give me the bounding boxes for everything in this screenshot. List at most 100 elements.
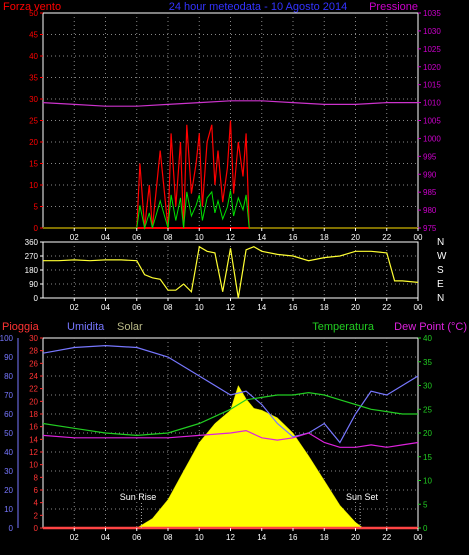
- rain-axis-label: 14: [29, 435, 38, 444]
- wind-axis-label: 30: [29, 95, 38, 104]
- top-xtick-label: 00: [414, 233, 423, 242]
- humidity-line: [42, 344, 419, 444]
- pressure-title: Pressione: [369, 1, 418, 13]
- mid-xtick-label: 02: [70, 303, 79, 312]
- compass-letter: N: [437, 293, 444, 304]
- pressure-axis-label: 1025: [423, 45, 441, 54]
- humidity-axis-label: 30: [4, 467, 13, 476]
- direction-axis-label: 180: [25, 266, 39, 275]
- rain-axis-label: 26: [29, 359, 38, 368]
- wind-axis-label: 25: [29, 117, 38, 126]
- rain-axis-label: 4: [34, 499, 39, 508]
- temp-axis-label: 5: [423, 500, 428, 509]
- pressure-axis-label: 1010: [423, 99, 441, 108]
- mid-xtick-label: 10: [195, 303, 204, 312]
- rain-axis-label: 0: [34, 524, 39, 533]
- mid-xtick-label: 16: [289, 303, 298, 312]
- wind-axis-label: 15: [29, 160, 38, 169]
- pressure-axis-label: 975: [423, 224, 437, 233]
- top-xtick-label: 18: [320, 233, 329, 242]
- mid-xtick-label: 20: [351, 303, 360, 312]
- wind-axis-label: 45: [29, 31, 38, 40]
- rain-axis-label: 22: [29, 385, 38, 394]
- mid-xtick-label: 08: [164, 303, 173, 312]
- humidity-axis-label: 20: [4, 486, 13, 495]
- pressure-axis-label: 980: [423, 206, 437, 215]
- top-xtick-label: 02: [70, 233, 79, 242]
- bottom-xtick-label: 10: [195, 533, 204, 542]
- humidity-axis-label: 90: [4, 353, 13, 362]
- compass-letter: W: [437, 251, 447, 262]
- top-xtick-label: 20: [351, 233, 360, 242]
- wind-axis-label: 40: [29, 52, 38, 61]
- solar-area: [43, 384, 418, 529]
- top-xtick-label: 08: [164, 233, 173, 242]
- humidity-axis-label: 70: [4, 391, 13, 400]
- wind-axis-label: 50: [29, 9, 38, 18]
- rain-axis-label: 12: [29, 448, 38, 457]
- wind-axis-label: 10: [29, 181, 38, 190]
- bottom-xtick-label: 02: [70, 533, 79, 542]
- wind-axis-label: 5: [34, 203, 39, 212]
- mid-xtick-label: 22: [382, 303, 391, 312]
- mid-xtick-label: 14: [257, 303, 266, 312]
- wind-axis-label: 20: [29, 138, 38, 147]
- rain-axis-label: 2: [34, 511, 39, 520]
- sunrise-label: Sun Rise: [120, 492, 157, 502]
- mid-xtick-label: 06: [132, 303, 141, 312]
- compass-letter: S: [437, 265, 444, 276]
- rain-axis-label: 28: [29, 347, 38, 356]
- rain-label: Pioggia: [2, 321, 40, 333]
- top-xtick-label: 10: [195, 233, 204, 242]
- bottom-xtick-label: 18: [320, 533, 329, 542]
- direction-axis-label: 90: [29, 280, 38, 289]
- top-xtick-label: 14: [257, 233, 266, 242]
- pressure-axis-label: 990: [423, 170, 437, 179]
- temp-axis-label: 0: [423, 524, 428, 533]
- mid-xtick-label: 04: [101, 303, 110, 312]
- dewpoint-label: Dew Point (°C): [394, 321, 467, 333]
- rain-axis-label: 30: [29, 334, 38, 343]
- bottom-xtick-label: 12: [226, 533, 235, 542]
- bottom-xtick-label: 08: [164, 533, 173, 542]
- solar-label: Solar: [117, 321, 143, 333]
- top-xtick-label: 16: [289, 233, 298, 242]
- pressure-axis-label: 1015: [423, 81, 441, 90]
- top-xtick-label: 06: [132, 233, 141, 242]
- temp-axis-label: 35: [423, 358, 432, 367]
- humidity-axis-label: 50: [4, 429, 13, 438]
- sunset-label: Sun Set: [346, 492, 379, 502]
- direction-axis-label: 270: [25, 252, 39, 261]
- temp-axis-label: 10: [423, 477, 432, 486]
- bottom-xtick-label: 04: [101, 533, 110, 542]
- humidity-axis-label: 0: [9, 524, 14, 533]
- top-xtick-label: 22: [382, 233, 391, 242]
- bottom-xtick-label: 16: [289, 533, 298, 542]
- mid-xtick-label: 00: [414, 303, 423, 312]
- humidity-label: Umidita: [67, 321, 105, 333]
- wind-gust-line: [43, 190, 418, 230]
- bottom-xtick-label: 06: [132, 533, 141, 542]
- temp-axis-label: 15: [423, 453, 432, 462]
- wind-title: Forza vento: [3, 1, 61, 13]
- humidity-axis-label: 100: [0, 334, 14, 343]
- direction-axis-label: 0: [34, 294, 39, 303]
- temperature-label: Temperatura: [312, 321, 375, 333]
- wind-speed-line: [43, 120, 418, 229]
- pressure-axis-label: 995: [423, 152, 437, 161]
- wind-direction-line: [43, 245, 419, 299]
- temp-axis-label: 20: [423, 429, 432, 438]
- temp-axis-label: 25: [423, 405, 432, 414]
- rain-axis-label: 6: [34, 486, 39, 495]
- mid-xtick-label: 12: [226, 303, 235, 312]
- rain-axis-label: 18: [29, 410, 38, 419]
- dewpoint-line: [42, 429, 419, 448]
- pressure-line: [42, 100, 418, 107]
- temperature-line: [42, 391, 418, 437]
- compass-letter: E: [437, 279, 444, 290]
- bottom-xtick-label: 22: [382, 533, 391, 542]
- pressure-axis-label: 985: [423, 188, 437, 197]
- bottom-xtick-label: 20: [351, 533, 360, 542]
- mid-xtick-label: 18: [320, 303, 329, 312]
